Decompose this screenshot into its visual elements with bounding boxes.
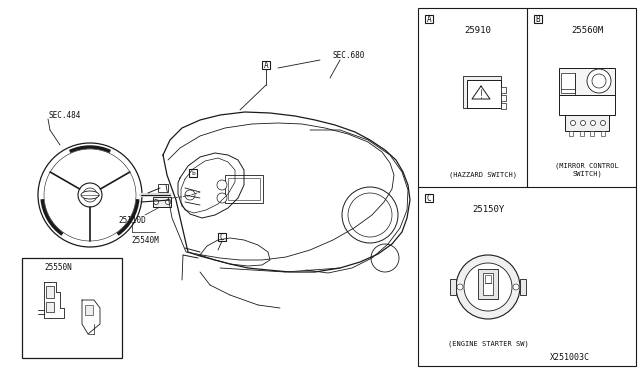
Bar (425, 194, 433, 202)
Bar (46, 286, 54, 298)
Bar (501, 95, 506, 101)
Circle shape (591, 121, 595, 125)
Text: C: C (427, 193, 431, 202)
Bar (425, 15, 433, 23)
Bar (534, 15, 542, 23)
Bar (225, 175, 263, 203)
Text: C: C (220, 232, 224, 241)
Text: b: b (191, 170, 195, 176)
Bar (601, 131, 605, 136)
Bar (483, 273, 493, 295)
Circle shape (587, 69, 611, 93)
Bar (520, 279, 526, 295)
Bar (590, 131, 594, 136)
Text: SEC.484: SEC.484 (48, 110, 81, 119)
Bar (228, 178, 260, 200)
Bar (22, 258, 122, 358)
Ellipse shape (81, 191, 99, 199)
Text: 25110D: 25110D (118, 215, 146, 224)
Circle shape (570, 121, 575, 125)
Bar (478, 269, 498, 299)
Circle shape (166, 199, 170, 205)
Circle shape (83, 188, 97, 202)
Circle shape (513, 284, 519, 290)
Text: X251003C: X251003C (550, 353, 590, 362)
Bar (158, 184, 168, 192)
Circle shape (44, 149, 136, 241)
Circle shape (456, 255, 520, 319)
Text: (ENGINE STARTER SW): (ENGINE STARTER SW) (447, 341, 529, 347)
Circle shape (342, 187, 398, 243)
Circle shape (78, 183, 102, 207)
Circle shape (457, 284, 463, 290)
Text: A: A (427, 15, 431, 23)
Text: SEC.680: SEC.680 (333, 51, 365, 60)
Bar (559, 68, 615, 96)
Bar (450, 279, 456, 295)
Bar (46, 302, 54, 312)
Text: B: B (536, 15, 540, 23)
Bar (561, 73, 575, 93)
Bar (501, 87, 506, 93)
Bar (501, 103, 506, 109)
Bar (559, 95, 615, 115)
Bar (463, 76, 501, 108)
Bar (467, 80, 501, 108)
Circle shape (348, 193, 392, 237)
Circle shape (600, 121, 605, 125)
Circle shape (38, 143, 142, 247)
Circle shape (154, 199, 159, 205)
Text: 25150Y: 25150Y (472, 205, 504, 214)
Bar (565, 115, 609, 131)
Text: 25540M: 25540M (131, 235, 159, 244)
Text: (HAZZARD SWITCH): (HAZZARD SWITCH) (449, 172, 517, 178)
Text: 25910: 25910 (465, 26, 492, 35)
Circle shape (217, 193, 227, 203)
Bar (218, 233, 226, 241)
Bar (189, 169, 197, 177)
Bar (569, 131, 573, 136)
Circle shape (217, 180, 227, 190)
Text: 25550N: 25550N (44, 263, 72, 273)
Text: (MIRROR CONTROL: (MIRROR CONTROL (555, 163, 619, 169)
Bar (262, 61, 270, 69)
Circle shape (371, 244, 399, 272)
Text: 25560M: 25560M (571, 26, 603, 35)
Bar (153, 197, 171, 207)
Bar (85, 305, 93, 315)
Circle shape (592, 74, 606, 88)
Text: SWITCH): SWITCH) (572, 171, 602, 177)
Bar (485, 275, 491, 283)
Bar (418, 8, 636, 366)
Text: A: A (264, 61, 268, 70)
Circle shape (580, 121, 586, 125)
Circle shape (464, 263, 512, 311)
Circle shape (185, 190, 195, 200)
Bar (580, 131, 584, 136)
